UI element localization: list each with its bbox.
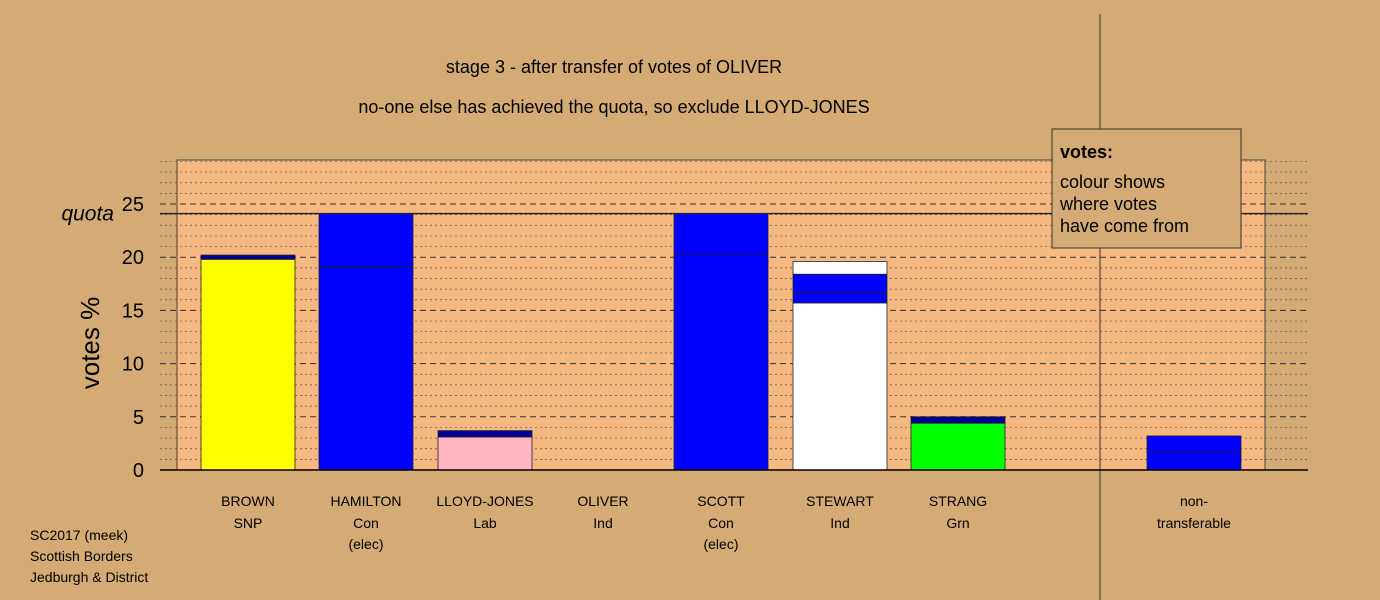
candidate-name-label: HAMILTON (330, 493, 401, 509)
bar-hamilton (318, 213, 414, 471)
candidate-name-label: OLIVER (577, 493, 628, 509)
bar-segment (437, 436, 533, 471)
bar-scott (673, 213, 769, 471)
candidate-status-label: (elec) (703, 536, 738, 552)
candidate-party-label: Ind (593, 515, 612, 531)
bar-segment (792, 302, 888, 471)
quota-label: quota (61, 203, 114, 226)
legend-line: colour shows (1060, 172, 1165, 192)
bar-segment (673, 213, 769, 255)
candidate-party-label: Con (353, 515, 379, 531)
bar-brown (200, 254, 296, 471)
nontransferable-label-line2: transferable (1157, 515, 1231, 531)
bar-stewart (792, 261, 888, 471)
bar-segment (437, 430, 533, 438)
bar-segment (792, 261, 888, 275)
x-tick-labels: BROWN SNP HAMILTON Con (elec) LLOYD-JONES Lab O… (221, 493, 987, 552)
legend-box (1051, 128, 1242, 249)
bar-segment (1146, 451, 1242, 471)
bar-segment (792, 273, 888, 293)
candidate-party-label: Lab (473, 515, 497, 531)
bar-segment (200, 258, 296, 471)
legend-line: where votes (1059, 194, 1157, 214)
bar-segment (910, 416, 1006, 424)
bar-strang (910, 416, 1006, 471)
y-tick-label: 15 (122, 300, 144, 322)
y-tick-label: 20 (122, 247, 144, 269)
bar-segment (200, 254, 296, 260)
y-tick-label: 10 (122, 354, 144, 376)
candidate-name-label: STEWART (806, 493, 874, 509)
candidate-name-label: LLOYD-JONES (436, 493, 533, 509)
bar-segment (1146, 435, 1242, 453)
bar-nontransferable (1146, 435, 1242, 471)
legend-line: have come from (1060, 216, 1189, 236)
bars (200, 213, 1242, 471)
y-tick-labels: 0 5 10 15 20 25 (122, 194, 144, 482)
bar-segment (792, 291, 888, 304)
bar-segment (673, 253, 769, 471)
footer-line1: SC2017 (meek) (30, 527, 128, 543)
candidate-name-label: BROWN (221, 493, 275, 509)
bar-segment (318, 213, 414, 268)
bar-segment (318, 266, 414, 471)
y-axis-label: votes % (75, 297, 105, 390)
legend: votes: colour shows where votes have com… (1051, 128, 1242, 249)
footer-line3: Jedburgh & District (30, 569, 148, 585)
nontransferable-label-line1: non- (1180, 493, 1208, 509)
bar-segment (910, 422, 1006, 471)
candidate-name-label: STRANG (929, 493, 987, 509)
candidate-party-label: Con (708, 515, 734, 531)
candidate-party-label: SNP (234, 515, 263, 531)
y-tick-label: 5 (133, 407, 144, 429)
candidate-party-label: Ind (830, 515, 849, 531)
candidate-name-label: SCOTT (697, 493, 745, 509)
y-tick-label: 0 (133, 460, 144, 482)
candidate-party-label: Grn (946, 515, 969, 531)
footer-line2: Scottish Borders (30, 548, 133, 564)
y-tick-label: 25 (122, 194, 144, 216)
bar-lloyd-jones (437, 430, 533, 471)
chart-subtitle: no-one else has achieved the quota, so e… (358, 97, 869, 117)
legend-title: votes: (1060, 142, 1113, 162)
chart-title: stage 3 - after transfer of votes of OLI… (446, 57, 782, 77)
candidate-status-label: (elec) (348, 536, 383, 552)
